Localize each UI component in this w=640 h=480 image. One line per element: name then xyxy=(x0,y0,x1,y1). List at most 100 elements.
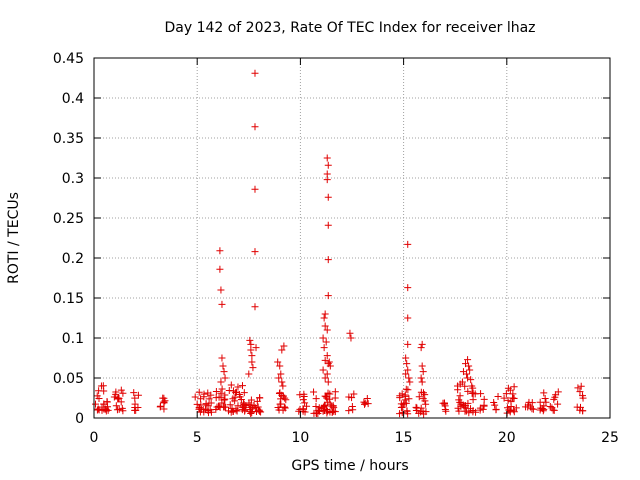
data-point xyxy=(225,387,233,395)
data-point xyxy=(468,382,476,390)
data-point xyxy=(331,394,339,402)
data-point xyxy=(507,398,515,406)
data-point xyxy=(221,403,229,411)
data-point xyxy=(321,374,329,382)
data-point xyxy=(323,326,331,334)
x-tick-label: 5 xyxy=(193,430,202,446)
y-tick-label: 0.3 xyxy=(62,171,84,187)
data-point xyxy=(314,410,322,418)
data-point xyxy=(405,395,413,403)
data-point xyxy=(461,404,469,412)
data-point xyxy=(217,389,225,397)
data-point xyxy=(251,303,259,311)
data-point xyxy=(419,389,427,397)
data-point xyxy=(119,407,127,415)
data-point xyxy=(323,154,331,162)
data-point xyxy=(220,396,228,404)
data-point xyxy=(236,393,244,401)
data-point xyxy=(218,385,226,393)
data-point xyxy=(554,400,562,408)
data-point xyxy=(541,394,549,402)
data-point xyxy=(234,383,242,391)
data-point xyxy=(456,392,464,400)
data-point xyxy=(324,389,332,397)
data-point xyxy=(245,370,253,378)
data-point xyxy=(232,406,240,414)
data-point xyxy=(251,248,259,256)
data-point xyxy=(467,405,475,413)
data-point xyxy=(274,358,282,366)
data-point xyxy=(345,393,353,401)
data-point xyxy=(346,329,354,337)
data-point xyxy=(276,362,284,370)
data-point xyxy=(221,374,229,382)
data-point xyxy=(319,334,327,342)
y-tick-label: 0.45 xyxy=(53,51,84,67)
data-point xyxy=(217,286,225,294)
data-point xyxy=(246,408,254,416)
data-point xyxy=(282,396,290,404)
data-point xyxy=(245,401,253,409)
data-point xyxy=(554,388,562,396)
data-point xyxy=(550,406,558,414)
data-point xyxy=(418,340,426,348)
data-point xyxy=(119,389,127,397)
data-point xyxy=(232,389,240,397)
data-point xyxy=(469,396,477,404)
data-point xyxy=(324,193,332,201)
data-point xyxy=(247,346,255,354)
tick-layer: 0 0.05 0.1 0.15 0.2 0.25 0.3 0.35 0.4 0.45 0 5 10 15 2… xyxy=(53,51,619,446)
points-layer xyxy=(92,69,587,418)
data-point xyxy=(402,370,410,378)
data-point xyxy=(278,391,286,399)
y-tick-label: 0.25 xyxy=(53,211,84,227)
data-point xyxy=(215,393,223,401)
data-point xyxy=(217,378,225,386)
data-point xyxy=(95,394,103,402)
data-point xyxy=(218,300,226,308)
data-point xyxy=(320,314,328,322)
data-point xyxy=(579,407,587,415)
data-point xyxy=(402,354,410,362)
data-point xyxy=(131,394,139,402)
data-point xyxy=(212,387,220,395)
data-point xyxy=(464,387,472,395)
data-point xyxy=(248,352,256,360)
data-point xyxy=(404,314,412,322)
data-point xyxy=(417,344,425,352)
data-point xyxy=(331,388,339,396)
data-point xyxy=(219,362,227,370)
data-point xyxy=(326,362,334,370)
data-point xyxy=(422,400,430,408)
data-point xyxy=(95,406,103,414)
data-point xyxy=(195,388,203,396)
x-axis-title: GPS time / hours xyxy=(291,458,408,474)
data-point xyxy=(329,402,337,410)
data-point xyxy=(466,366,474,374)
data-point xyxy=(254,403,262,411)
data-point xyxy=(323,394,331,402)
data-point xyxy=(280,342,288,350)
data-point xyxy=(455,407,463,415)
data-point xyxy=(323,370,331,378)
data-point xyxy=(256,394,264,402)
data-point xyxy=(524,401,532,409)
data-point xyxy=(325,358,333,366)
data-point xyxy=(406,378,414,386)
data-point xyxy=(469,389,477,397)
data-point xyxy=(540,389,548,397)
data-point xyxy=(231,397,239,405)
data-point xyxy=(546,402,554,410)
data-point xyxy=(479,405,487,413)
data-point xyxy=(490,399,498,407)
data-point xyxy=(573,403,581,411)
x-tick-label: 20 xyxy=(498,430,516,446)
data-point xyxy=(322,338,330,346)
data-point xyxy=(528,405,536,413)
data-point xyxy=(324,161,332,169)
data-point xyxy=(323,352,331,360)
data-point xyxy=(461,382,469,390)
data-point xyxy=(404,284,412,292)
data-point xyxy=(463,370,471,378)
